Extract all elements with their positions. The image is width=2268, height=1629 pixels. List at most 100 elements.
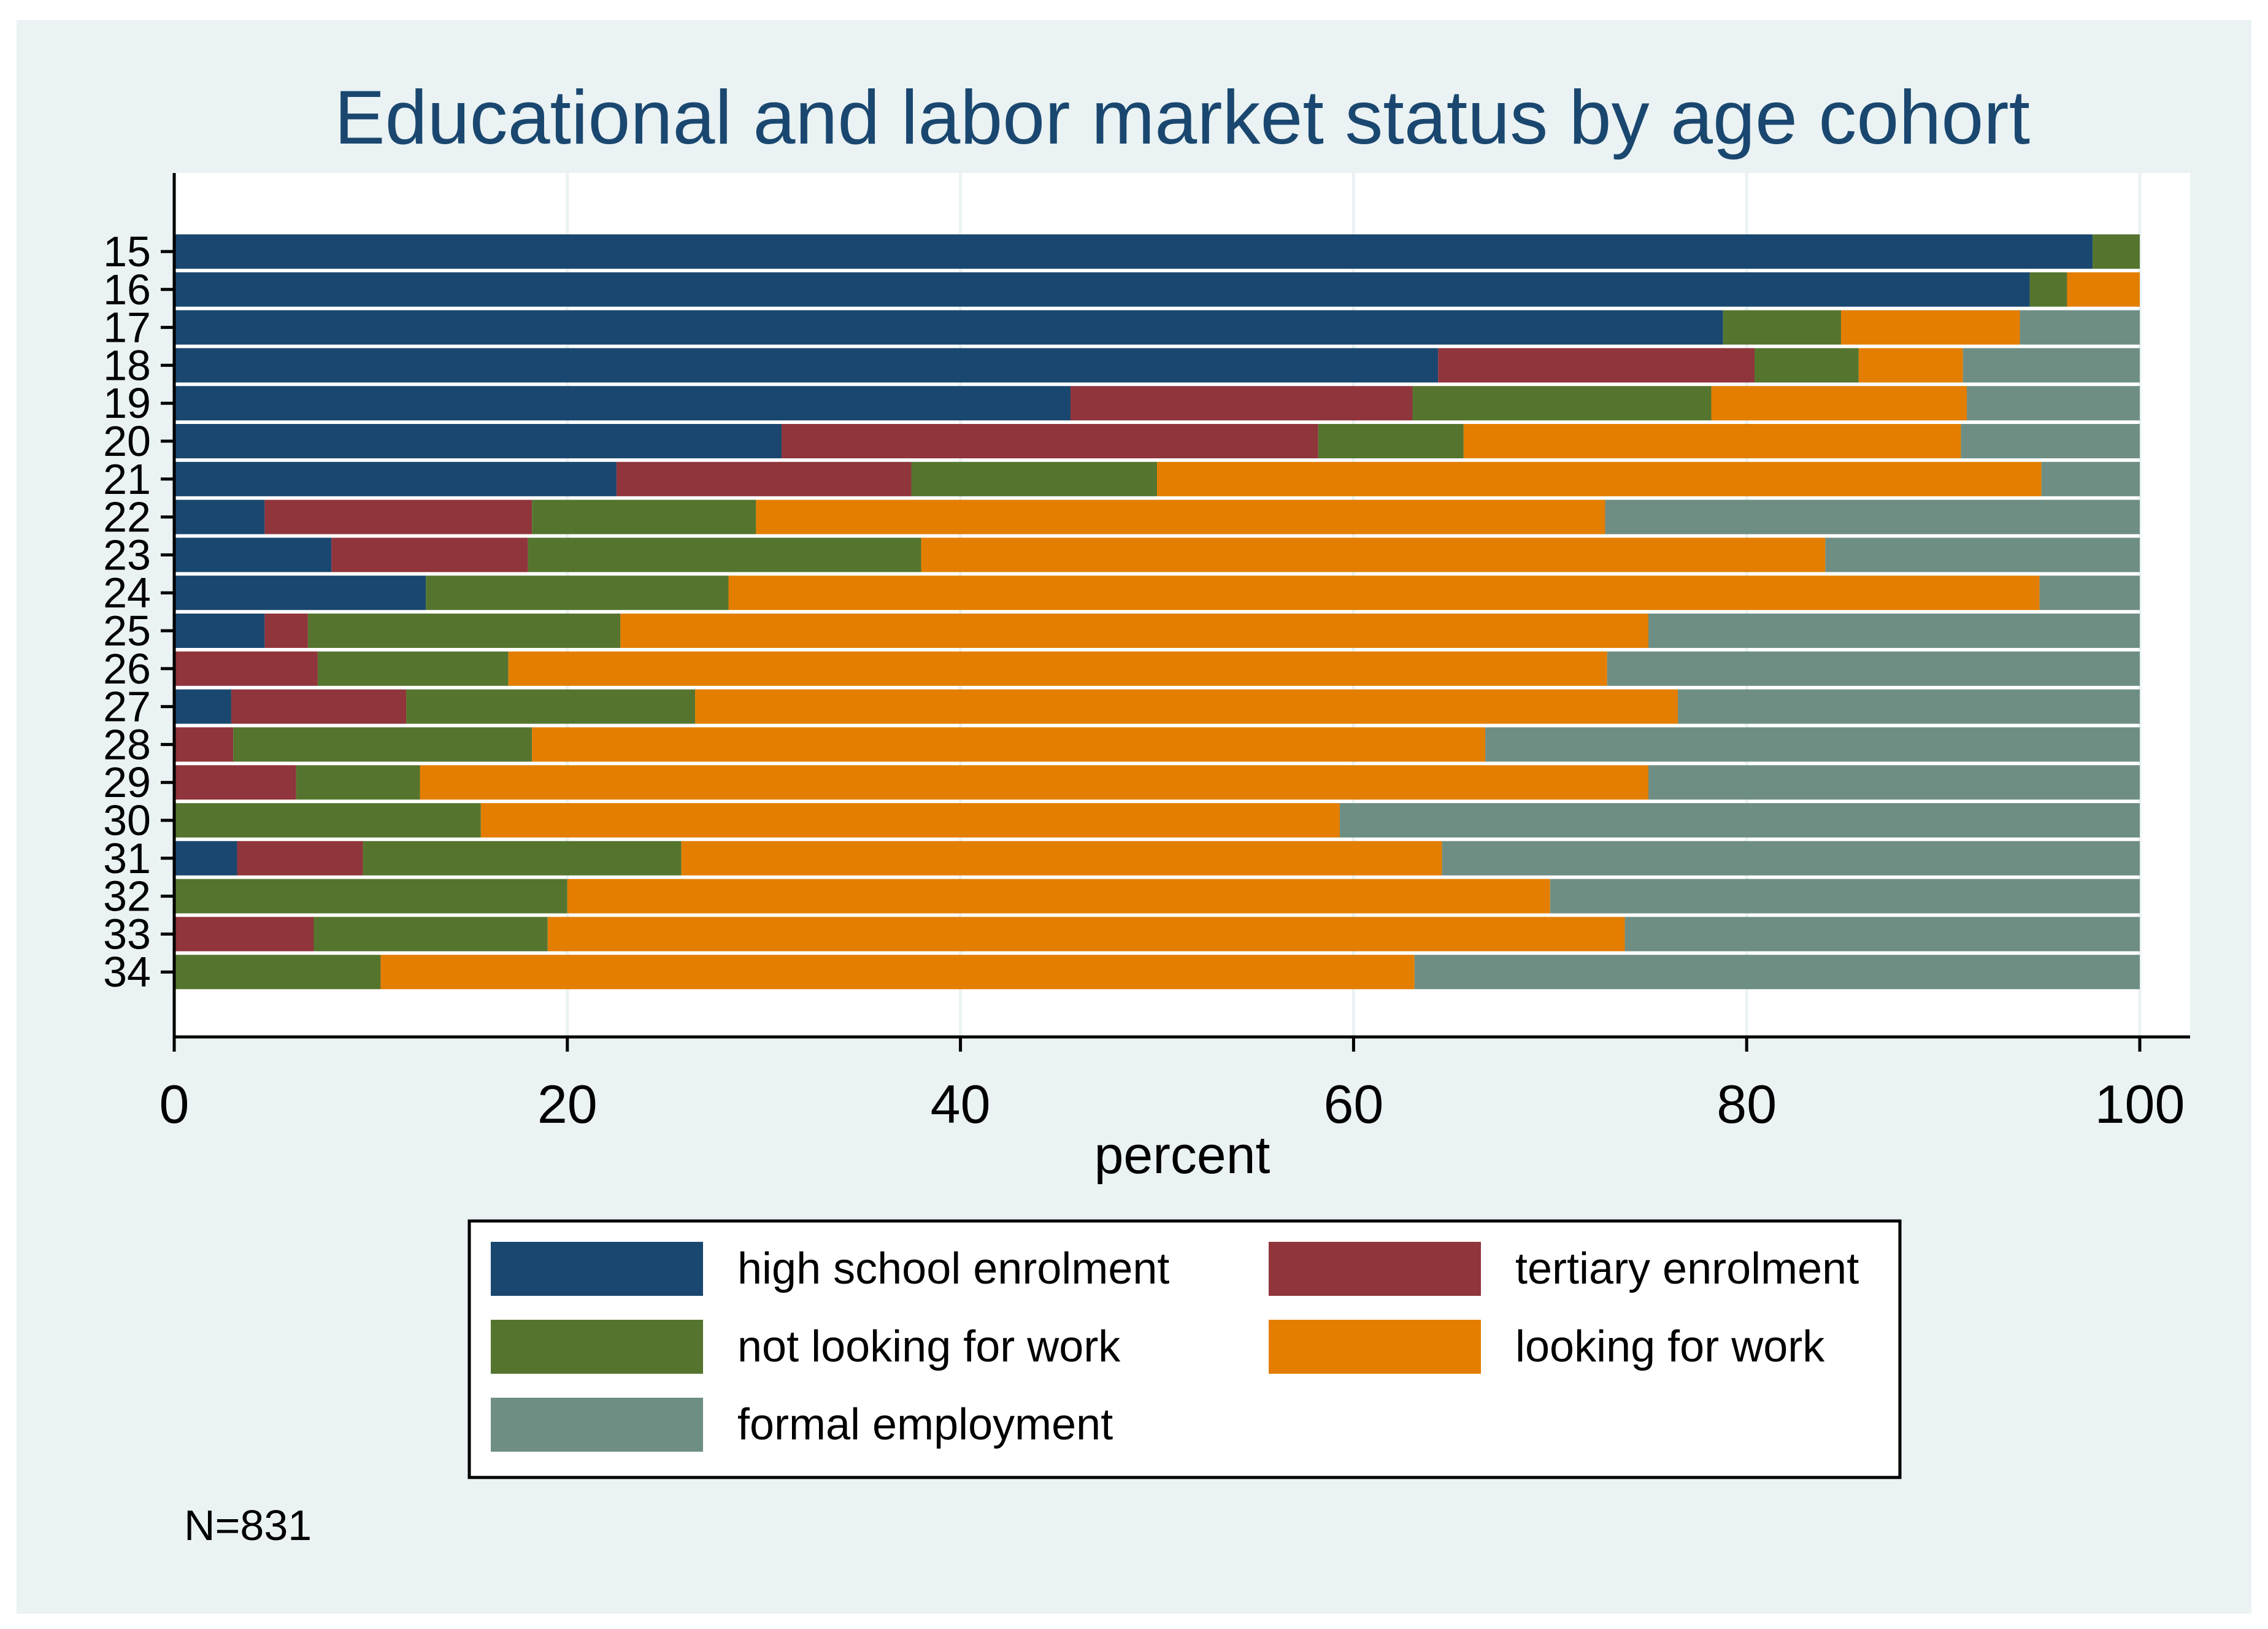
bar-tertiary-enrolment-age-18 — [1438, 348, 1755, 383]
legend-item: not looking for work — [491, 1320, 1121, 1374]
axes — [172, 173, 2190, 1039]
bar-not-looking-for-work-age-31 — [363, 841, 682, 876]
bar-formal-employment-age-30 — [1339, 803, 2140, 838]
y-tick-label: 22 — [103, 493, 151, 541]
bar-looking-for-work-age-18 — [1858, 348, 1963, 383]
legend: high school enrolment tertiary enrolment n… — [467, 1219, 1902, 1479]
legend-item: high school enrolment — [491, 1242, 1169, 1296]
bar-not-looking-for-work-age-15 — [2093, 234, 2140, 269]
sample-size-note: N=831 — [184, 1501, 312, 1549]
bar-high-school-enrolment-age-18 — [174, 348, 1439, 383]
bar-formal-employment-age-22 — [1605, 499, 2140, 534]
legend-item: formal employment — [491, 1398, 1113, 1452]
bar-high-school-enrolment-age-24 — [174, 576, 426, 610]
bar-not-looking-for-work-age-33 — [313, 917, 548, 952]
bar-high-school-enrolment-age-25 — [174, 614, 265, 648]
legend-swatch — [1269, 1320, 1481, 1374]
bar-formal-employment-age-17 — [2020, 310, 2140, 345]
legend-item: looking for work — [1269, 1320, 1825, 1374]
bar-formal-employment-age-27 — [1678, 689, 2140, 724]
y-tick-label: 27 — [103, 683, 151, 731]
y-tick-label: 17 — [103, 304, 151, 352]
bar-not-looking-for-work-age-21 — [911, 461, 1157, 496]
bar-formal-employment-age-18 — [1962, 348, 2140, 383]
bar-tertiary-enrolment-age-20 — [782, 424, 1318, 458]
bar-looking-for-work-age-28 — [532, 727, 1486, 762]
legend-item: tertiary enrolment — [1269, 1242, 1859, 1296]
bar-formal-employment-age-29 — [1648, 765, 2140, 800]
bar-tertiary-enrolment-age-31 — [237, 841, 363, 876]
y-tick-label: 26 — [103, 645, 151, 693]
bar-tertiary-enrolment-age-33 — [174, 917, 314, 952]
bar-looking-for-work-age-33 — [547, 917, 1625, 952]
bar-tertiary-enrolment-age-19 — [1071, 386, 1413, 421]
bar-not-looking-for-work-age-24 — [426, 576, 729, 610]
bar-formal-employment-age-24 — [2039, 576, 2140, 610]
legend-label: tertiary enrolment — [1515, 1244, 1859, 1293]
bar-looking-for-work-age-25 — [620, 614, 1648, 648]
y-tick-label: 23 — [103, 531, 151, 579]
y-tick-label: 33 — [103, 910, 151, 958]
bar-looking-for-work-age-16 — [2067, 272, 2140, 307]
bar-looking-for-work-age-17 — [1840, 310, 2020, 345]
bar-formal-employment-age-28 — [1485, 727, 2140, 762]
bar-not-looking-for-work-age-22 — [532, 499, 756, 534]
bar-not-looking-for-work-age-27 — [406, 689, 696, 724]
y-tick-label: 16 — [103, 266, 151, 314]
bar-formal-employment-age-23 — [1825, 537, 2140, 572]
y-tick-label: 19 — [103, 379, 151, 427]
legend-label: not looking for work — [737, 1322, 1121, 1371]
bar-not-looking-for-work-age-17 — [1723, 310, 1841, 345]
x-tick-label: 40 — [931, 1074, 991, 1134]
bar-not-looking-for-work-age-23 — [528, 537, 921, 572]
bar-not-looking-for-work-age-29 — [296, 765, 420, 800]
bar-high-school-enrolment-age-27 — [174, 689, 231, 724]
chart-title: Educational and labor market status by a… — [334, 75, 2030, 160]
y-tick-label: 21 — [103, 455, 151, 503]
bar-not-looking-for-work-age-32 — [174, 879, 567, 914]
bar-looking-for-work-age-29 — [420, 765, 1648, 800]
bar-formal-employment-age-20 — [1961, 424, 2140, 458]
bar-formal-employment-age-33 — [1624, 917, 2140, 952]
bar-formal-employment-age-26 — [1607, 651, 2140, 686]
bar-formal-employment-age-32 — [1550, 879, 2140, 914]
bar-looking-for-work-age-22 — [756, 499, 1605, 534]
x-tick-labels: 0 20 40 60 80 100 — [160, 1037, 2185, 1134]
x-tick-label: 100 — [2095, 1074, 2185, 1134]
legend-frame — [467, 1219, 1902, 1479]
bar-formal-employment-age-34 — [1414, 955, 2140, 990]
bar-tertiary-enrolment-age-21 — [616, 461, 912, 496]
legend-label: high school enrolment — [737, 1244, 1169, 1293]
y-tick-label: 31 — [103, 834, 151, 882]
x-tick-label: 80 — [1716, 1074, 1777, 1134]
bar-not-looking-for-work-age-26 — [317, 651, 509, 686]
y-tick-label: 20 — [103, 417, 151, 465]
x-tick-label: 60 — [1323, 1074, 1383, 1134]
bar-formal-employment-age-25 — [1648, 614, 2140, 648]
y-tick-label: 18 — [103, 341, 151, 389]
bar-looking-for-work-age-32 — [567, 879, 1550, 914]
bar-looking-for-work-age-24 — [728, 576, 2040, 610]
bar-formal-employment-age-31 — [1442, 841, 2140, 876]
y-tick-label: 28 — [103, 720, 151, 768]
x-tick-label: 0 — [160, 1074, 190, 1134]
bar-not-looking-for-work-age-18 — [1755, 348, 1859, 383]
bar-high-school-enrolment-age-31 — [174, 841, 237, 876]
bar-looking-for-work-age-34 — [380, 955, 1415, 990]
bar-formal-employment-age-21 — [2041, 461, 2140, 496]
y-tick-label: 32 — [103, 872, 151, 920]
y-tick-label: 24 — [103, 569, 151, 617]
bar-looking-for-work-age-26 — [508, 651, 1607, 686]
legend-swatch — [491, 1242, 703, 1296]
bar-not-looking-for-work-age-28 — [233, 727, 532, 762]
legend-swatch — [1269, 1242, 1481, 1296]
bar-high-school-enrolment-age-23 — [174, 537, 332, 572]
bar-not-looking-for-work-age-20 — [1318, 424, 1464, 458]
bar-looking-for-work-age-23 — [921, 537, 1826, 572]
bar-high-school-enrolment-age-20 — [174, 424, 782, 458]
bar-looking-for-work-age-30 — [480, 803, 1340, 838]
bar-tertiary-enrolment-age-22 — [264, 499, 532, 534]
y-tick-label: 15 — [103, 228, 151, 275]
